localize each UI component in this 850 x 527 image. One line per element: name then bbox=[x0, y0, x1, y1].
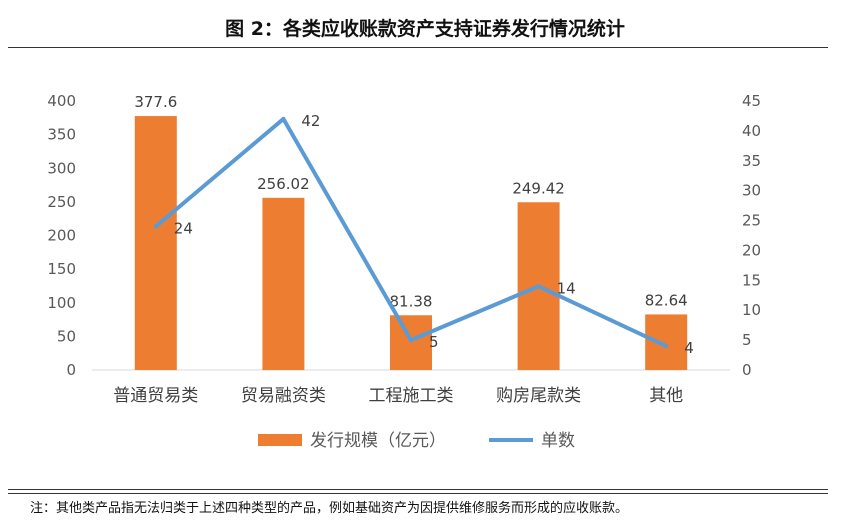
right-axis: 0 5 10 15 20 25 30 35 40 45 bbox=[742, 92, 761, 379]
legend: 发行规模（亿元） 单数 bbox=[258, 431, 575, 451]
chart-area: 0 50 100 150 200 250 300 350 400 0 5 10 15 20 25 30 35 4… bbox=[47, 92, 761, 451]
chart-title: 图 2：各类应收账款资产支持证券发行情况统计 bbox=[225, 18, 625, 40]
line-point bbox=[664, 344, 669, 349]
line-value-label: 24 bbox=[174, 220, 193, 238]
line-point bbox=[153, 224, 158, 229]
footnote: 注：其他类产品指无法归类于上述四种类型的产品，例如基础资产为因提供维修服务而形成… bbox=[30, 501, 629, 516]
line-path bbox=[153, 116, 669, 349]
left-tick-label: 350 bbox=[47, 126, 76, 144]
left-tick-label: 300 bbox=[47, 159, 76, 177]
category-label: 贸易融资类 bbox=[241, 386, 326, 406]
legend-label-line: 单数 bbox=[541, 431, 575, 451]
right-tick-label: 20 bbox=[742, 241, 761, 259]
right-tick-label: 35 bbox=[742, 152, 761, 170]
category-label: 普通贸易类 bbox=[113, 386, 198, 406]
line-value-label: 14 bbox=[557, 279, 576, 297]
category-label: 工程施工类 bbox=[369, 386, 454, 406]
bar bbox=[390, 315, 432, 370]
left-tick-label: 50 bbox=[57, 327, 76, 345]
left-axis: 0 50 100 150 200 250 300 350 400 bbox=[47, 92, 76, 379]
right-tick-label: 45 bbox=[742, 92, 761, 110]
line-value-label: 5 bbox=[429, 333, 439, 351]
left-tick-label: 200 bbox=[47, 227, 76, 245]
line-value-label: 4 bbox=[684, 339, 694, 357]
title-rule bbox=[8, 47, 828, 48]
category-label: 购房尾款类 bbox=[496, 386, 581, 406]
left-tick-label: 400 bbox=[47, 92, 76, 110]
bar-value-label: 81.38 bbox=[390, 292, 433, 310]
bar-value-label: 256.02 bbox=[257, 175, 310, 193]
legend-label-bar: 发行规模（亿元） bbox=[310, 431, 446, 451]
line-point bbox=[281, 116, 286, 121]
legend-swatch-bar bbox=[258, 434, 302, 446]
bar-labels: 377.6 256.02 81.38 249.42 82.64 bbox=[134, 93, 687, 310]
line-labels: 24 42 5 14 4 bbox=[174, 112, 694, 357]
right-tick-label: 10 bbox=[742, 301, 761, 319]
left-tick-label: 0 bbox=[66, 361, 76, 379]
category-label: 其他 bbox=[649, 386, 683, 406]
right-tick-label: 40 bbox=[742, 122, 761, 140]
left-tick-label: 150 bbox=[47, 260, 76, 278]
footnote-rule-2 bbox=[8, 493, 828, 494]
line-point bbox=[536, 284, 541, 289]
bar bbox=[262, 197, 305, 370]
bar-value-label: 377.6 bbox=[134, 93, 177, 111]
line-series bbox=[153, 116, 669, 349]
right-tick-label: 25 bbox=[742, 212, 761, 230]
bar-value-label: 249.42 bbox=[512, 179, 565, 197]
bar-series bbox=[134, 116, 688, 371]
left-tick-label: 100 bbox=[47, 294, 76, 312]
footnote-rule bbox=[8, 489, 828, 490]
bar bbox=[645, 314, 688, 370]
right-tick-label: 30 bbox=[742, 182, 761, 200]
right-tick-label: 15 bbox=[742, 271, 761, 289]
line-value-label: 42 bbox=[301, 112, 320, 130]
bar-value-label: 82.64 bbox=[645, 291, 688, 309]
left-tick-label: 250 bbox=[47, 193, 76, 211]
right-tick-label: 5 bbox=[742, 331, 752, 349]
line-point bbox=[409, 338, 413, 343]
bar bbox=[134, 116, 177, 371]
right-tick-label: 0 bbox=[742, 361, 752, 379]
category-axis: 普通贸易类 贸易融资类 工程施工类 购房尾款类 其他 bbox=[113, 386, 683, 406]
